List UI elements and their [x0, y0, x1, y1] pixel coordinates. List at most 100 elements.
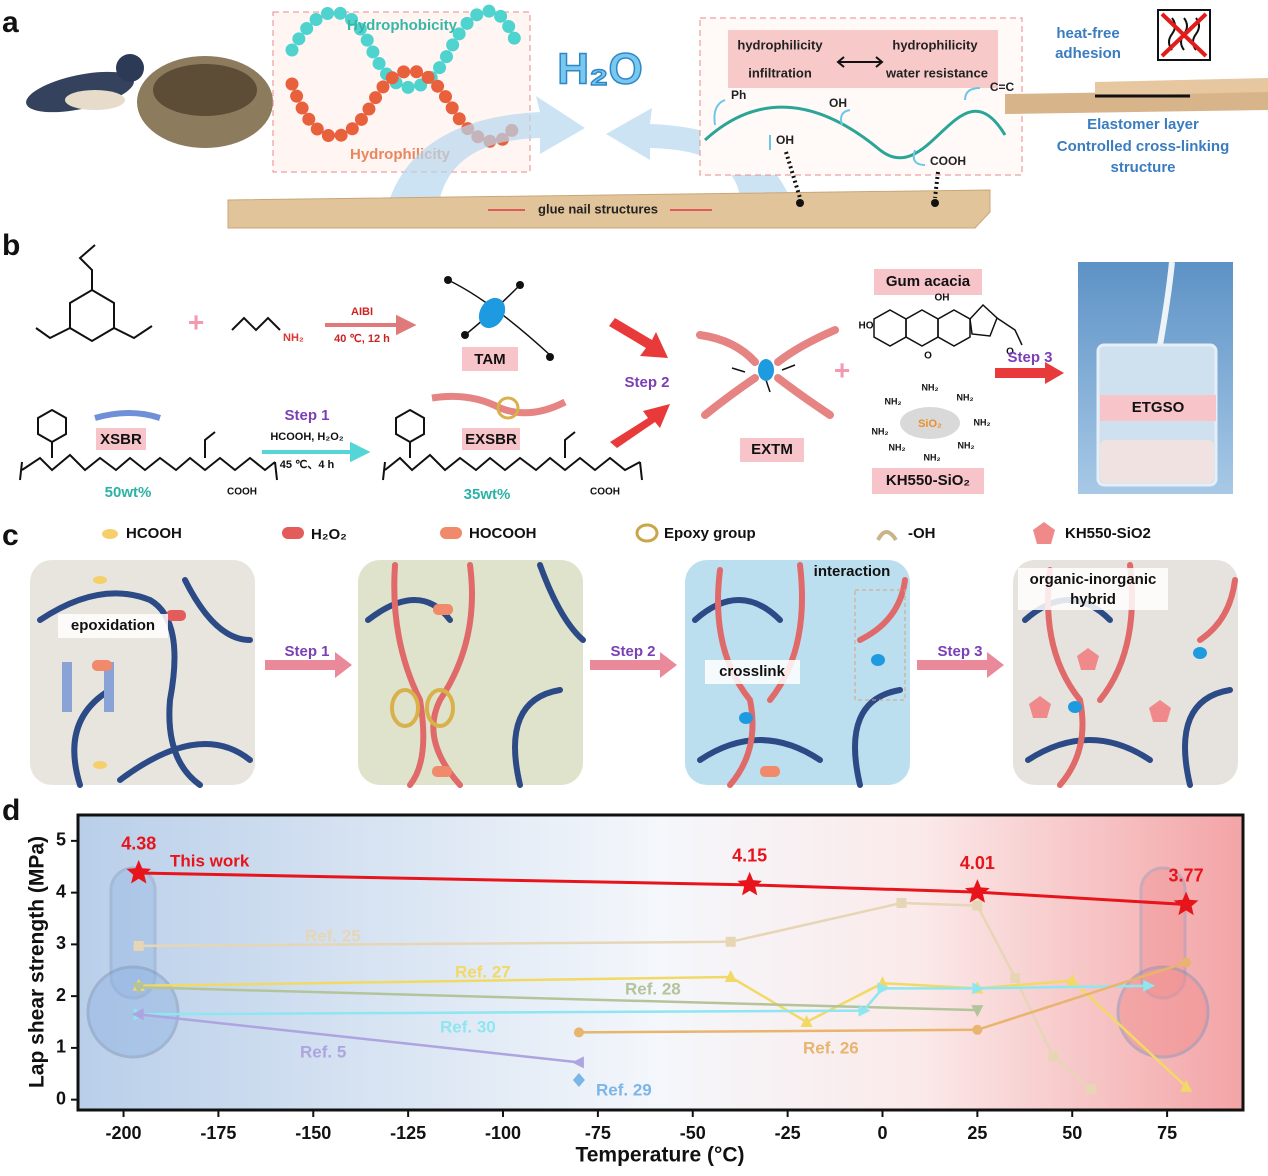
- plus: +: [188, 306, 204, 337]
- legend-label: HOCOOH: [469, 525, 537, 542]
- note: hybrid: [1070, 591, 1116, 608]
- stage-box: [358, 560, 583, 785]
- label-box: [872, 468, 984, 494]
- double-arrow: [836, 56, 884, 68]
- label: 50wt%: [105, 484, 152, 501]
- plot-frame: [76, 813, 1245, 1112]
- point: [132, 982, 145, 995]
- panel-label: b: [2, 229, 20, 262]
- point: [572, 1072, 585, 1087]
- point: [573, 1027, 584, 1038]
- arrow: [606, 108, 790, 198]
- point: [965, 879, 990, 903]
- label: TAM: [474, 351, 505, 368]
- point: [800, 1015, 813, 1028]
- point: [972, 900, 983, 911]
- series-line: [138, 1013, 580, 1064]
- label: Step 2: [624, 374, 669, 391]
- x-tick-label: 0: [877, 1123, 887, 1143]
- note: interaction: [814, 563, 891, 580]
- y-tick-label: 3: [56, 933, 66, 953]
- label: HO: [859, 321, 874, 332]
- label: heat-free: [1056, 25, 1119, 42]
- band: [728, 30, 998, 88]
- x-tick-label: -200: [106, 1123, 142, 1143]
- x-tick-label: -25: [775, 1123, 801, 1143]
- label: XSBR: [100, 431, 142, 448]
- label: 45 ℃、4 h: [280, 459, 335, 471]
- x-tick-label: -50: [680, 1123, 706, 1143]
- plot-background: [78, 815, 1243, 1110]
- label: infiltration: [748, 65, 812, 80]
- thermometer: [86, 965, 180, 1059]
- series-line: [138, 986, 978, 1012]
- legend-label: KH550-SiO2: [1065, 525, 1151, 542]
- hash-bond: [784, 151, 940, 199]
- panel-label: d: [2, 794, 20, 827]
- group-label: NH₂: [922, 382, 939, 392]
- note-box: [705, 660, 800, 684]
- arrow: [265, 652, 352, 678]
- water-label: H₂O: [557, 45, 643, 94]
- gum-structure: [873, 303, 1023, 347]
- x-tick-label: 50: [1062, 1123, 1082, 1143]
- y-tick-label: 2: [56, 985, 66, 1005]
- point: [571, 1056, 584, 1069]
- chain: [94, 410, 161, 421]
- label: 35wt%: [464, 486, 511, 503]
- label: OH: [935, 293, 950, 304]
- label: SiO₂: [918, 418, 942, 430]
- label: Step 3: [937, 643, 982, 660]
- point: [737, 871, 762, 896]
- label: Gum acacia: [886, 273, 971, 290]
- panel-label: a: [2, 6, 19, 39]
- point: [724, 969, 737, 982]
- group-label: C=C: [990, 80, 1015, 94]
- plus: +: [834, 354, 850, 385]
- legend-label: Ref. 27: [455, 962, 511, 981]
- label: 40 ℃, 12 h: [334, 333, 390, 345]
- extm-molecule: [696, 326, 839, 419]
- y-tick-label: 1: [56, 1037, 66, 1057]
- legend-icon: [440, 527, 462, 539]
- legend-icon: [1033, 522, 1055, 544]
- label: structure: [1110, 159, 1175, 176]
- beaker-photo: [1078, 261, 1233, 494]
- label: KH550-SiO₂: [886, 472, 970, 489]
- label: water resistance: [885, 65, 988, 80]
- group-label: NH₂: [889, 442, 906, 452]
- label: glue nail structures: [538, 201, 658, 216]
- point: [1173, 891, 1199, 916]
- note: organic-inorganic: [1030, 571, 1157, 588]
- point: [1086, 1084, 1097, 1095]
- legend-label: Ref. 25: [305, 926, 361, 945]
- point: [133, 940, 144, 951]
- x-tick-label: -175: [200, 1123, 236, 1143]
- group-label: NH₂: [974, 417, 991, 427]
- label: HCOOH, H₂O₂: [270, 431, 343, 443]
- chain: [431, 392, 567, 417]
- point: [971, 1005, 984, 1018]
- arrow: [609, 318, 668, 358]
- point: [1180, 1079, 1193, 1092]
- legend-label: Epoxy group: [664, 525, 756, 542]
- group-label: OH: [829, 96, 847, 110]
- legend-label: HCOOH: [126, 525, 182, 542]
- label-box: [462, 428, 520, 450]
- label: Step 2: [610, 643, 655, 660]
- point: [858, 1004, 871, 1017]
- tam-molecule: [444, 276, 554, 361]
- label: Hydrophobicity: [347, 17, 458, 34]
- legend-label: Ref. 30: [440, 1017, 496, 1036]
- point: [1066, 973, 1079, 986]
- label: O: [924, 351, 932, 362]
- silica-core: [900, 407, 960, 439]
- value-label: 4.15: [732, 846, 767, 866]
- label: ETGSO: [1132, 399, 1185, 416]
- label: NH₂: [283, 332, 304, 344]
- label-box: [740, 438, 804, 462]
- label: Step 1: [284, 407, 329, 424]
- arrow: [610, 404, 670, 448]
- group-label: NH₂: [924, 452, 941, 462]
- group-label: OH: [776, 133, 794, 147]
